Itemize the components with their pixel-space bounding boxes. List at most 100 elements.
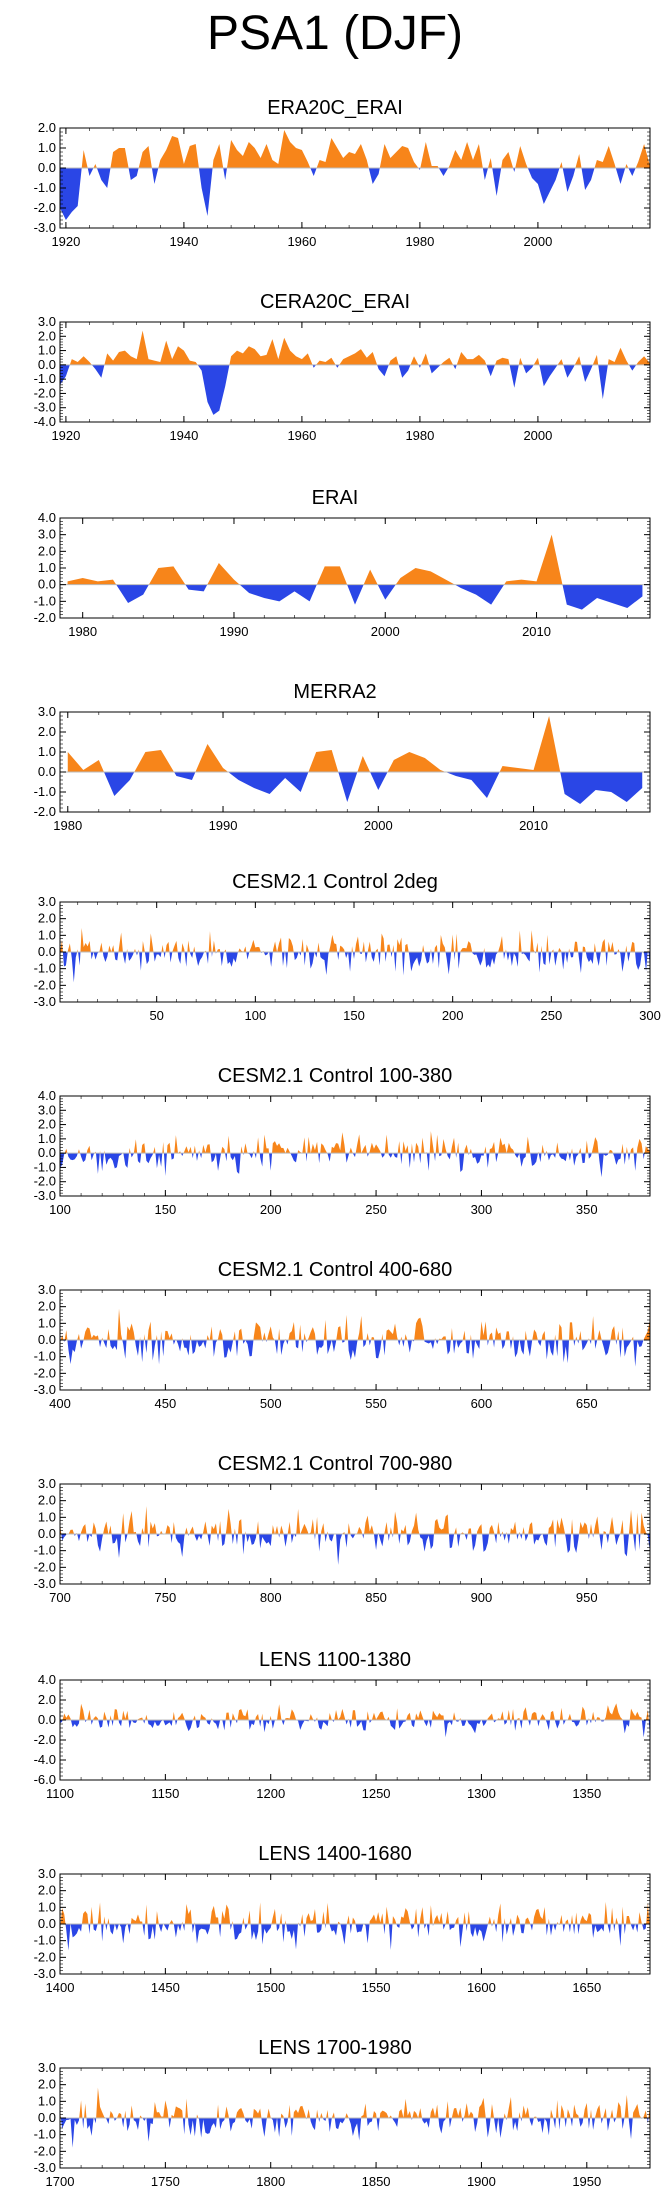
x-tick-label: 1950 [572,2174,601,2189]
x-tick-label: 1200 [256,1786,285,1801]
x-tick-label: 1900 [467,2174,496,2189]
x-tick-label: 1700 [46,2174,75,2189]
x-tick-label: 600 [471,1396,493,1411]
y-tick-label: 0.0 [38,1526,56,1541]
y-tick-label: 3.0 [38,1282,56,1297]
x-tick-label: 1600 [467,1980,496,1995]
y-tick-label: -2.0 [34,200,56,215]
negative-area [60,1924,650,1951]
y-tick-label: 1.0 [38,2093,56,2108]
y-tick-label: -3.0 [34,1188,56,1203]
y-tick-label: 2.0 [38,120,56,135]
x-tick-label: 1300 [467,1786,496,1801]
x-tick-label: 2000 [523,428,552,443]
panel-title: LENS 1700-1980 [258,2037,412,2059]
y-tick-label: -2.0 [34,1174,56,1189]
x-tick-label: 1150 [151,1786,179,1801]
negative-area [60,1153,650,1178]
chart-cesm-2deg: -3.0 -2.0-1.0 0.0 1.02.0 3.0 50 100 150 200 250 30… [34,894,661,1023]
y-tick-label: -2.0 [34,1949,56,1964]
panel-title: CESM2.1 Control 100-380 [217,1065,453,1087]
x-tick-label: 150 [155,1202,177,1217]
negative-area [60,1720,650,1738]
x-tick-label: 1980 [405,234,434,249]
positive-area [60,1308,650,1340]
panel-title: CESM2.1 Control 400-680 [217,1259,453,1281]
positive-area [60,1703,650,1720]
x-tick-label: 300 [471,1202,493,1217]
x-tick-label: 1940 [169,234,198,249]
negative-area [60,364,650,415]
y-tick-label: -1.0 [34,2127,56,2142]
x-tick-label: 250 [540,1008,562,1023]
x-tick-label: 1920 [51,428,80,443]
panel-lens-1100-1380: LENS 1100-1380 -6.0 -4.0 -2.0 0.0 2.0 4.0 1100… [0,1648,670,1808]
y-tick-label: -1.0 [34,1543,56,1558]
y-tick-label: 4.0 [38,510,56,525]
x-tick-label: 950 [576,1590,598,1605]
y-tick-label: -2.0 [34,2143,56,2158]
chart-era20c-erai: -3.0 -2.0 -1.0 0.0 1.0 2.0 1920 1940 1960 1980 200… [34,120,651,249]
x-tick-label: 1400 [46,1980,75,1995]
x-tick-label: 1650 [572,1980,601,1995]
y-tick-label: 2.0 [38,724,56,739]
panel-cesm-400-680: CESM2.1 Control 400-680 -3.0 -2.0 -1.0 0.0 1… [0,1258,670,1418]
plot-frame [59,1679,651,1781]
x-tick-label: 1100 [46,1786,74,1801]
y-tick-label: 2.0 [38,1493,56,1508]
chart-lens-1400-1680: -3.0 -2.0-1.0 0.0 1.02.0 3.0 1400 1450 1500 1550… [34,1866,651,1995]
panel-title: ERAI [311,487,359,509]
chart-cesm-700-980: -3.0 -2.0-1.0 0.0 1.02.0 3.0 700 750 800 850 900 9… [34,1476,651,1605]
panel-era20c-erai: ERA20C_ERAI -3.0 -2.0 -1.0 0.0 1.0 2.0 1920 194… [0,96,670,256]
y-tick-label: 3.0 [38,314,56,329]
x-tick-label: 1350 [572,1786,601,1801]
chart-merra2: -2.0 -1.0 0.0 1.0 2.0 3.0 1980 1990 2000 2010 [34,704,651,833]
panel-lens-1400-1680: LENS 1400-1680 -3.0 -2.0 -1.0 0.0 1.0 2.0 3.0 1… [0,1842,670,2002]
x-tick-label: 1450 [151,1980,180,1995]
y-tick-label: 0.0 [38,944,56,959]
x-tick-label: 1960 [287,428,316,443]
y-tick-label: 3.0 [38,2060,56,2075]
page-title: PSA1 (DJF) [206,7,464,60]
y-tick-label: 4.0 [38,1088,56,1103]
x-tick-label: 350 [576,1202,598,1217]
x-tick-label: 1250 [362,1786,391,1801]
x-tick-label: 1980 [53,818,82,833]
panel-title: CESM2.1 Control 700-980 [217,1453,453,1475]
x-tick-label: 50 [149,1008,163,1023]
positive-area [60,928,650,952]
x-tick-label: 650 [576,1396,598,1411]
plot-frame [59,711,651,813]
y-tick-label: -2.0 [34,977,56,992]
y-tick-label: 2.0 [38,1117,56,1132]
panel-cera20c-erai: CERA20C_ERAI -4.0 -3.0 -2.0 -1.0 0.0 1.0 2.0 3.… [0,290,670,450]
y-tick-label: 0.0 [38,2110,56,2125]
x-tick-label: 100 [244,1008,266,1023]
x-tick-label: 2000 [364,818,393,833]
panel-title: LENS 1400-1680 [258,1843,412,1865]
x-tick-label: 1550 [362,1980,391,1995]
y-tick-label: -3.0 [34,1576,56,1591]
y-tick-label: 1.0 [38,1509,56,1524]
x-tick-label: 400 [49,1396,71,1411]
y-tick-label: 0.0 [38,357,56,372]
chart-erai: -2.0 -1.00.0 1.0 2.03.0 4.0 1980 1990 2000 2010 [34,510,651,639]
x-tick-label: 200 [260,1202,282,1217]
x-tick-label: 200 [442,1008,464,1023]
positive-area [60,1901,650,1924]
plot-frame [59,1095,651,1197]
y-tick-label: -1.0 [34,593,56,608]
chart-cesm-100-380: -3.0-2.0-1.00.01.02.03.04.0 100 150 200 250 3… [34,1088,651,1217]
y-tick-label: 1.0 [38,744,56,759]
y-tick-label: 3.0 [38,1476,56,1491]
y-tick-label: 1.0 [38,1315,56,1330]
negative-area [60,1534,650,1565]
y-tick-label: -4.0 [34,1752,56,1767]
negative-area [60,952,650,983]
x-tick-label: 1750 [151,2174,180,2189]
positive-area [60,330,650,365]
negative-area [60,168,650,220]
panel-title: ERA20C_ERAI [267,97,403,119]
y-tick-label: -2.0 [34,1732,56,1747]
positive-area [60,2087,650,2118]
